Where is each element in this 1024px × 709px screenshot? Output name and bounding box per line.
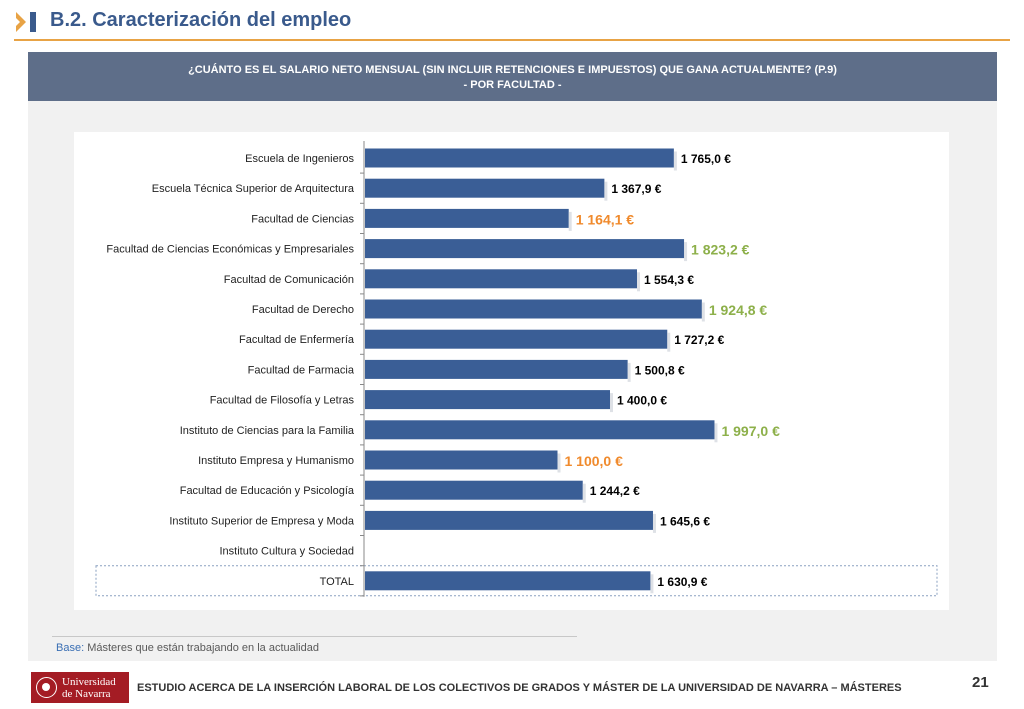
category-label: Instituto Superior de Empresa y Moda bbox=[169, 515, 355, 527]
data-label: 1 997,0 € bbox=[721, 423, 780, 439]
data-label: 1 765,0 € bbox=[681, 152, 731, 166]
study-title: ESTUDIO ACERCA DE LA INSERCIÓN LABORAL D… bbox=[137, 682, 902, 694]
data-label: 1 554,3 € bbox=[644, 273, 694, 287]
base-note: Base: Másteres que están trabajando en l… bbox=[56, 642, 319, 654]
base-text: Másteres que están trabajando en la actu… bbox=[87, 642, 319, 654]
data-label: 1 630,9 € bbox=[657, 575, 707, 589]
data-bar bbox=[365, 329, 668, 349]
section-title: B.2. Caracterización del empleo bbox=[50, 9, 352, 31]
base-label: Base: bbox=[56, 642, 85, 654]
data-label: 1 244,2 € bbox=[590, 484, 640, 498]
data-bar bbox=[365, 299, 702, 319]
data-bar bbox=[365, 390, 610, 410]
bar-shadow bbox=[652, 513, 656, 533]
question-subtitle: - POR FACULTAD - bbox=[463, 79, 562, 91]
data-label: 1 924,8 € bbox=[709, 302, 768, 318]
data-label: 1 100,0 € bbox=[565, 453, 624, 469]
category-label: Facultad de Enfermería bbox=[239, 334, 355, 346]
base-divider bbox=[52, 636, 577, 637]
data-bar bbox=[365, 148, 674, 168]
category-label: Facultad de Comunicación bbox=[224, 274, 354, 286]
data-bar bbox=[365, 420, 715, 440]
bar-shadow bbox=[627, 362, 631, 382]
university-seal-icon bbox=[36, 677, 57, 698]
salary-bar-chart: Escuela de Ingenieros 1 765,0 € Escuela Té… bbox=[95, 141, 938, 597]
university-name: Universidad de Navarra bbox=[62, 676, 116, 700]
category-label: TOTAL bbox=[320, 576, 354, 588]
data-label: 1 400,0 € bbox=[617, 394, 667, 408]
university-logo: Universidad de Navarra bbox=[31, 672, 129, 703]
bar-shadow bbox=[568, 211, 572, 231]
data-label: 1 164,1 € bbox=[576, 211, 635, 227]
page-header: B.2. Caracterización del empleo bbox=[0, 0, 1024, 44]
page-number: 21 bbox=[972, 674, 989, 691]
data-label: 1 500,8 € bbox=[635, 363, 685, 377]
category-label: Escuela Técnica Superior de Arquitectura bbox=[152, 183, 355, 195]
data-bar bbox=[365, 178, 605, 198]
category-label: Instituto Empresa y Humanismo bbox=[198, 455, 354, 467]
university-name-line1: Universidad bbox=[62, 676, 116, 688]
category-label: Facultad de Filosofía y Letras bbox=[210, 395, 355, 407]
category-label: Instituto de Ciencias para la Familia bbox=[180, 425, 355, 437]
category-label: Escuela de Ingenieros bbox=[245, 153, 354, 165]
bar-shadow bbox=[684, 242, 688, 262]
bar-shadow bbox=[650, 574, 654, 594]
chevron-logo-icon bbox=[16, 12, 36, 32]
bar-shadow bbox=[714, 423, 718, 443]
data-bar bbox=[365, 359, 628, 379]
data-bar bbox=[365, 450, 558, 470]
category-label: Instituto Cultura y Sociedad bbox=[219, 546, 354, 558]
data-bar bbox=[365, 571, 651, 591]
data-bar bbox=[365, 269, 638, 289]
category-label: Facultad de Ciencias bbox=[251, 213, 354, 225]
total-row-box bbox=[95, 565, 938, 597]
question-banner: ¿CUÁNTO ES EL SALARIO NETO MENSUAL (SIN … bbox=[28, 52, 997, 101]
data-bar bbox=[365, 480, 583, 500]
bar-shadow bbox=[604, 181, 608, 201]
data-label: 1 645,6 € bbox=[660, 514, 710, 528]
data-label: 1 823,2 € bbox=[691, 242, 750, 258]
bar-shadow bbox=[557, 453, 561, 473]
category-label: Facultad de Educación y Psicología bbox=[180, 485, 355, 497]
data-bar bbox=[365, 510, 653, 530]
bar-shadow bbox=[637, 272, 641, 292]
category-label: Facultad de Ciencias Económicas y Empres… bbox=[106, 244, 354, 256]
bar-shadow bbox=[673, 151, 677, 171]
bar-shadow bbox=[610, 393, 613, 413]
header-divider bbox=[14, 39, 1010, 41]
question-text: ¿CUÁNTO ES EL SALARIO NETO MENSUAL (SIN … bbox=[188, 64, 837, 76]
chart-area: Escuela de Ingenieros 1 765,0 € Escuela Té… bbox=[74, 132, 949, 610]
category-label: Facultad de Derecho bbox=[252, 304, 354, 316]
bar-shadow bbox=[582, 483, 586, 503]
category-label: Facultad de Farmacia bbox=[248, 364, 355, 376]
data-bar bbox=[365, 239, 685, 259]
bar-shadow bbox=[667, 332, 671, 352]
university-name-line2: de Navarra bbox=[62, 688, 111, 700]
data-bar bbox=[365, 208, 569, 228]
data-label: 1 367,9 € bbox=[611, 182, 661, 196]
bar-shadow bbox=[701, 302, 705, 322]
data-label: 1 727,2 € bbox=[674, 333, 724, 347]
